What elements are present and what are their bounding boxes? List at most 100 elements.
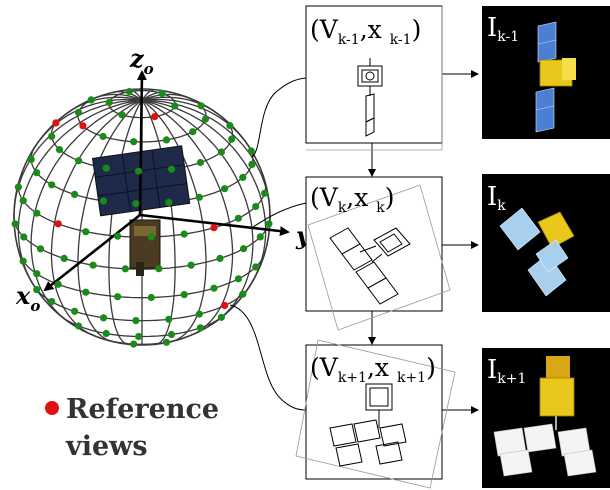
viewpoint-marker [201, 115, 210, 123]
viewpoint-marker [19, 257, 27, 265]
coordinate-axes [43, 70, 290, 292]
sphere-longitude-line [141, 89, 156, 101]
view-label-k-1: (Vk-1,x k-1) [310, 15, 421, 48]
viewpoint-marker [210, 284, 218, 292]
viewpoint-marker [195, 310, 203, 318]
sphere-longitude-line [67, 96, 143, 114]
viewpoint-marker [228, 135, 236, 143]
sphere-longitude-line [141, 99, 267, 291]
sphere-longitude-line [141, 99, 234, 337]
viewpoint-marker [162, 136, 171, 144]
x-axis [43, 213, 141, 292]
viewpoint-marker [54, 280, 62, 288]
reference-view-point [54, 220, 62, 228]
viewpoint-marker [48, 181, 56, 189]
viewpoint-marker [36, 245, 45, 253]
viewpoint-marker [167, 330, 176, 339]
viewpoint-marker [239, 290, 247, 298]
viewpoint-marker [240, 245, 248, 253]
viewpoint-marker [252, 263, 260, 271]
viewpoint-marker [132, 200, 140, 208]
viewpoint-marker [252, 202, 260, 211]
sphere-longitude-line [141, 99, 176, 345]
view-box-k-1: (Vk-1,x k-1) [305, 5, 443, 151]
viewpoint-marker [48, 132, 56, 140]
sphere-longitude-line [141, 91, 173, 101]
viewpoint-marker [189, 128, 197, 136]
viewpoint-marker [195, 193, 203, 201]
image-label-k1: Ik+1 [487, 355, 526, 387]
viewpoint-marker [234, 214, 242, 222]
sphere-longitude-line [93, 93, 143, 101]
viewpoint-marker [196, 324, 204, 332]
connectors [229, 70, 479, 414]
x-axis-label: xo [15, 281, 40, 315]
wireframe-satellite-k-1 [357, 58, 383, 137]
wireframe-satellite-k [329, 227, 411, 305]
viewpoint-marker [130, 340, 138, 348]
z-axis [136, 70, 147, 216]
viewpoint-marker [60, 254, 68, 262]
viewpoint-marker [74, 108, 83, 116]
viewpoint-marker [180, 230, 188, 238]
viewpoint-marker [118, 111, 126, 119]
sphere-longitude-line [30, 99, 143, 324]
sphere-to-view-k-1-curve [251, 77, 307, 158]
view-label-k: (Vk,x k) [310, 183, 395, 216]
sphere-to-view-k-curve [252, 202, 307, 228]
viewpoint-marker [102, 329, 110, 338]
legend: Reference views [45, 394, 219, 462]
viewpoint-marker [165, 198, 173, 206]
viewpoint-marker [75, 322, 83, 330]
viewpoint-marker [33, 209, 41, 217]
legend-label-line1: Reference [66, 394, 219, 425]
viewpoint-marker [20, 233, 28, 241]
sphere-longitude-line [141, 99, 207, 343]
view-sphere: zo yo xo [11, 44, 320, 348]
image-panel-k1: Ik+1 [482, 348, 610, 488]
reference-view-point [79, 122, 87, 130]
rendered-satellite-k [499, 207, 575, 297]
viewpoint-marker [99, 197, 108, 205]
viewpoint-marker [55, 146, 64, 154]
viewpoint-marker [196, 158, 204, 167]
viewpoint-marker [14, 183, 22, 191]
view-label-k1: (Vk+1,x k+1) [310, 353, 436, 386]
viewpoint-marker [247, 147, 255, 155]
viewpoint-marker [33, 286, 41, 294]
image-panel-k-1: Ik-1 [482, 6, 610, 139]
viewpoint-marker [71, 190, 79, 198]
viewpoint-marker [217, 313, 225, 321]
viewpoint-markers [11, 88, 273, 348]
viewpoint-marker [180, 291, 188, 299]
viewpoint-marker [114, 293, 122, 301]
viewpoint-marker [33, 270, 41, 278]
viewpoint-marker [82, 228, 90, 236]
viewpoint-marker [132, 317, 140, 325]
viewpoint-marker [71, 307, 79, 315]
viewpoint-marker [197, 102, 205, 110]
image-label-k-1: Ik-1 [487, 13, 519, 45]
view-box-k1: (Vk+1,x k+1) [295, 339, 456, 489]
reference-view-point [210, 224, 218, 232]
viewpoint-marker [217, 148, 225, 156]
viewpoint-marker [130, 138, 138, 146]
viewpoint-marker [147, 293, 155, 302]
legend-red-dot [45, 401, 59, 415]
viewpoint-marker [33, 169, 41, 177]
viewpoint-marker [226, 122, 234, 130]
viewpoint-marker [234, 275, 242, 283]
viewpoint-marker [102, 164, 110, 172]
sphere-longitude-line [108, 99, 143, 345]
sphere-longitude-line [50, 99, 143, 337]
viewpoint-marker [105, 98, 113, 106]
sphere-longitude-line [77, 99, 143, 343]
viewpoint-marker [135, 167, 143, 175]
viewpoint-marker [171, 102, 179, 110]
reference-view-point [221, 301, 229, 310]
image-panel-k: Ik [482, 174, 610, 312]
viewpoint-marker [87, 96, 95, 104]
viewpoint-marker [167, 165, 176, 173]
viewpoint-marker [114, 232, 122, 240]
